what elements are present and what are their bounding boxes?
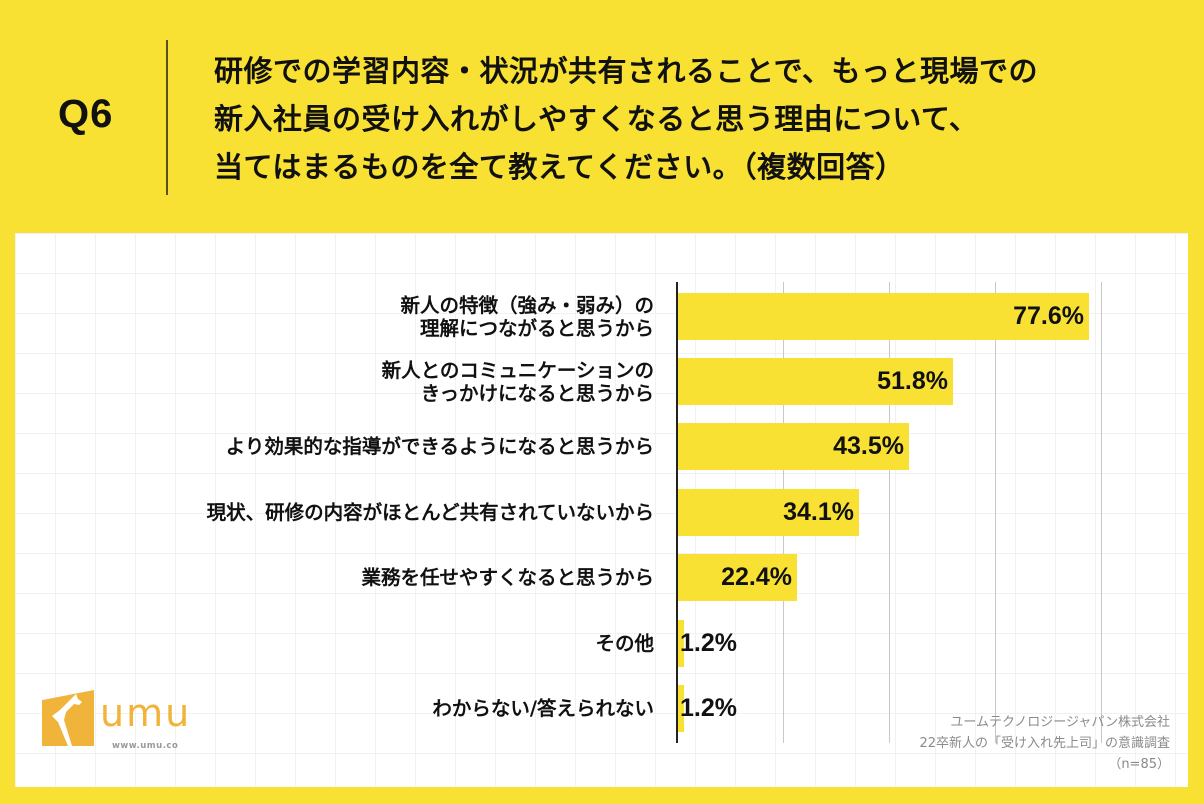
bar bbox=[678, 620, 684, 667]
bar-row: わからない/答えられない 1.2% bbox=[0, 685, 1204, 732]
category-label: わからない/答えられない bbox=[432, 697, 654, 720]
bar bbox=[678, 685, 684, 732]
value-label: 77.6% bbox=[1013, 302, 1084, 330]
category-label: 現状、研修の内容がほとんど共有されていないから bbox=[206, 501, 654, 524]
header-divider bbox=[166, 40, 168, 195]
category-label: 業務を任せやすくなると思うから bbox=[361, 566, 654, 589]
question-text: 研修での学習内容・状況が共有されることで、もっと現場での 新入社員の受け入れがし… bbox=[214, 47, 1174, 191]
question-line: 研修での学習内容・状況が共有されることで、もっと現場での bbox=[214, 54, 1038, 88]
credit-survey: 22卒新人の「受け入れ先上司」の意識調査 bbox=[919, 736, 1170, 751]
bar bbox=[678, 358, 953, 405]
gridline-80 bbox=[1101, 282, 1102, 743]
category-label: より効果的な指導ができるようになると思うから bbox=[225, 435, 654, 458]
bar-row: その他 1.2% bbox=[0, 620, 1204, 667]
value-label: 22.4% bbox=[721, 563, 792, 591]
credit-sample-size: （n=85） bbox=[1108, 757, 1170, 772]
value-label: 1.2% bbox=[680, 694, 737, 722]
category-label: 新人とのコミュニケーションの きっかけになると思うから bbox=[381, 358, 654, 405]
category-label: 新人の特徴（強み・弱み）の 理解につながると思うから bbox=[400, 293, 654, 340]
value-label: 34.1% bbox=[783, 498, 854, 526]
category-label: その他 bbox=[595, 632, 654, 655]
y-axis-line bbox=[676, 282, 678, 743]
bar bbox=[678, 554, 797, 601]
umu-logo: umu www.umu.co bbox=[40, 685, 200, 765]
bar bbox=[678, 293, 1089, 340]
credit-company: ユームテクノロジージャパン株式会社 bbox=[950, 715, 1170, 730]
giraffe-logo-icon bbox=[42, 690, 94, 746]
gridline-40 bbox=[889, 282, 890, 743]
logo-url: www.umu.co bbox=[112, 741, 179, 751]
logo-wordmark: umu bbox=[100, 691, 192, 735]
bar-row: より効果的な指導ができるようになると思うから 43.5% bbox=[0, 423, 1204, 470]
bar bbox=[678, 423, 909, 470]
bar-row: 新人とのコミュニケーションの きっかけになると思うから 51.8% bbox=[0, 358, 1204, 405]
question-number: Q6 bbox=[58, 92, 114, 136]
value-label: 1.2% bbox=[680, 629, 737, 657]
question-line: 当てはまるものを全て教えてください。（複数回答） bbox=[214, 150, 905, 184]
question-header: Q6 研修での学習内容・状況が共有されることで、もっと現場での 新入社員の受け入… bbox=[0, 0, 1204, 233]
bar bbox=[678, 489, 859, 536]
bar-row: 業務を任せやすくなると思うから 22.4% bbox=[0, 554, 1204, 601]
value-label: 43.5% bbox=[833, 432, 904, 460]
question-line: 新入社員の受け入れがしやすくなると思う理由について、 bbox=[214, 102, 979, 136]
gridline-60 bbox=[995, 282, 996, 743]
value-label: 51.8% bbox=[877, 367, 948, 395]
bar-row: 新人の特徴（強み・弱み）の 理解につながると思うから 77.6% bbox=[0, 293, 1204, 340]
bar-row: 現状、研修の内容がほとんど共有されていないから 34.1% bbox=[0, 489, 1204, 536]
source-credit: ユームテクノロジージャパン株式会社 22卒新人の「受け入れ先上司」の意識調査 （… bbox=[919, 712, 1170, 775]
